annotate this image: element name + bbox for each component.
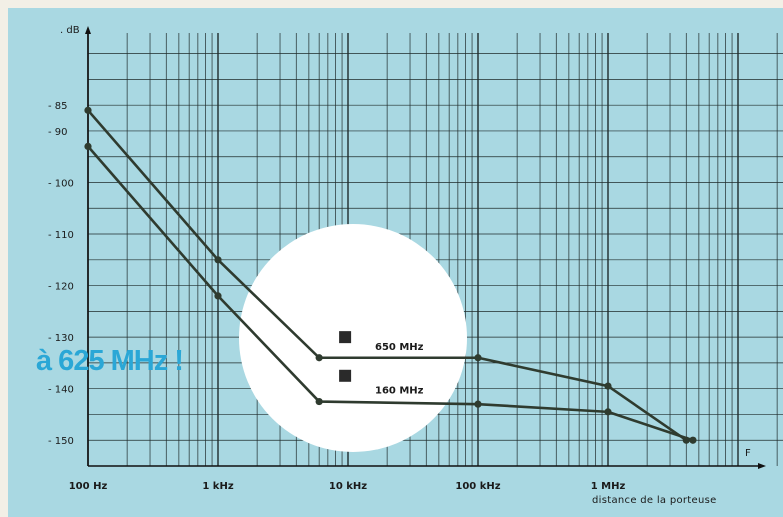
x-axis-label: F (745, 448, 751, 459)
axes (85, 26, 766, 469)
y-tick-label: - 110 (48, 230, 74, 241)
data-point (84, 142, 92, 151)
x-tick-label: 100 Hz (69, 481, 108, 492)
x-tick-label: 100 kHz (455, 481, 500, 492)
x-axis-arrowhead (758, 463, 766, 469)
markers-group (339, 331, 352, 382)
x-axis-caption: distance de la porteuse (592, 495, 717, 506)
series-line-650mhz (87, 109, 688, 442)
data-point (474, 354, 482, 362)
x-tick-label: 1 MHz (591, 481, 626, 492)
y-tick-label: - 90 (48, 127, 68, 138)
phase-noise-chart: - 85 - 90 - 100 - 110 - 120 - 130 - 140 - 150 10… (36, 25, 783, 506)
data-point (604, 382, 612, 390)
series-label: 160 MHz (375, 386, 424, 397)
y-tick-label: - 120 (48, 282, 74, 293)
y-tick-label: - 150 (48, 436, 74, 447)
x-tick-label: 1 kHz (202, 481, 233, 492)
data-point (214, 292, 222, 300)
data-point (84, 106, 92, 114)
chart-panel: - 85 - 90 - 100 - 110 - 120 - 130 - 140 - 150 10… (8, 8, 783, 517)
series-label: 650 MHz (375, 342, 424, 353)
data-point (214, 256, 222, 264)
y-axis-unit-label: . dB (60, 25, 80, 36)
y-tick-label: - 100 (48, 178, 74, 189)
square-marker (339, 369, 352, 382)
series-group (84, 106, 697, 444)
square-marker (339, 331, 352, 344)
y-axis-arrowhead (85, 26, 91, 34)
y-tick-label: - 85 (48, 101, 68, 112)
promo-annotation: à 625 MHz ! (36, 345, 183, 377)
data-point (315, 354, 323, 362)
data-point (604, 408, 612, 416)
data-point (315, 397, 323, 406)
data-point (689, 436, 697, 444)
highlight-circle (239, 224, 467, 452)
labels-group: - 85 - 90 - 100 - 110 - 120 - 130 - 140 - 150 10… (48, 101, 625, 492)
series-line-160mhz (87, 145, 694, 442)
y-tick-label: - 140 (48, 385, 74, 396)
y-tick-label: - 130 (48, 333, 74, 344)
data-point (474, 400, 482, 408)
x-tick-label: 10 kHz (329, 481, 367, 492)
